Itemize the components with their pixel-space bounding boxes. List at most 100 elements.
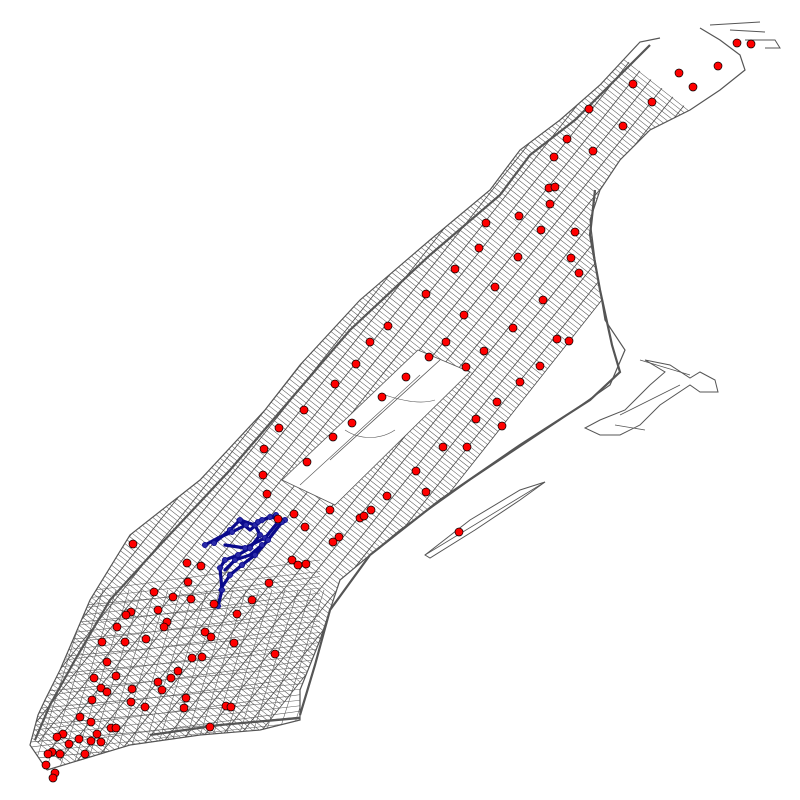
roosevelt-island <box>424 481 546 559</box>
route-node <box>258 517 265 524</box>
station-marker <box>157 685 167 695</box>
avenue <box>59 53 619 761</box>
station-marker <box>328 537 338 547</box>
station-marker <box>490 282 500 292</box>
station-marker <box>48 773 58 783</box>
station-marker <box>74 734 84 744</box>
downtown-street <box>30 642 321 683</box>
station-marker <box>450 264 460 274</box>
station-marker <box>153 605 163 615</box>
station-marker <box>89 673 99 683</box>
station-marker <box>421 289 431 299</box>
station-marker <box>438 442 448 452</box>
station-marker <box>111 723 121 733</box>
downtown-street <box>30 648 321 678</box>
station-marker <box>120 637 130 647</box>
downtown-street <box>30 691 321 733</box>
cross-street <box>30 663 178 770</box>
downtown-street <box>30 637 321 672</box>
cross-street <box>483 28 704 172</box>
route-node <box>264 537 271 544</box>
station-marker <box>461 362 471 372</box>
station-marker <box>299 405 309 415</box>
cross-street <box>478 28 699 178</box>
downtown-street <box>133 589 195 770</box>
station-marker <box>462 442 472 452</box>
route-node <box>216 565 223 572</box>
station-marker <box>424 352 434 362</box>
station-marker <box>441 337 451 347</box>
downtown-street <box>30 703 321 738</box>
station-marker <box>86 736 96 746</box>
station-marker <box>141 634 151 644</box>
station-marker <box>566 253 576 263</box>
station-marker <box>550 182 560 192</box>
station-marker <box>334 532 344 542</box>
station-marker <box>259 444 269 454</box>
station-marker <box>674 68 684 78</box>
central-park <box>281 349 471 506</box>
cross-street <box>501 28 723 149</box>
station-marker <box>471 414 481 424</box>
downtown-street <box>30 670 321 705</box>
station-marker <box>121 610 131 620</box>
station-marker <box>302 457 312 467</box>
route-node <box>256 532 263 539</box>
downtown-street <box>30 625 321 667</box>
station-marker <box>43 749 53 759</box>
station-marker <box>86 717 96 727</box>
avenue <box>114 96 674 770</box>
station-marker <box>330 379 340 389</box>
station-marker <box>102 657 112 667</box>
station-marker <box>270 649 280 659</box>
shoreline <box>29 27 746 771</box>
route-node <box>231 557 238 564</box>
station-marker <box>647 97 657 107</box>
station-marker <box>618 121 628 131</box>
station-marker <box>140 702 150 712</box>
avenue <box>158 131 718 770</box>
station-marker <box>289 509 299 519</box>
station-marker <box>713 61 723 71</box>
station-marker <box>479 346 489 356</box>
station-marker <box>264 578 274 588</box>
station-marker <box>535 361 545 371</box>
station-marker <box>247 595 257 605</box>
station-marker <box>187 653 197 663</box>
station-marker <box>232 609 242 619</box>
station-marker <box>102 687 112 697</box>
downtown-street <box>30 675 321 716</box>
station-marker <box>538 295 548 305</box>
station-marker <box>96 683 106 693</box>
station-marker <box>359 511 369 521</box>
station-marker <box>382 491 392 501</box>
randalls-island <box>583 359 719 436</box>
cross-street <box>30 636 199 770</box>
station-marker <box>258 470 268 480</box>
station-marker <box>536 225 546 235</box>
station-marker <box>514 211 524 221</box>
station-marker <box>273 514 283 524</box>
station-marker <box>574 268 584 278</box>
station-marker <box>300 522 310 532</box>
station-marker <box>588 146 598 156</box>
station-marker <box>732 38 742 48</box>
station-marker <box>197 652 207 662</box>
station-marker <box>628 79 638 89</box>
station-marker <box>515 377 525 387</box>
cross-street <box>473 28 694 185</box>
station-marker <box>492 397 502 407</box>
station-marker <box>87 695 97 705</box>
station-marker <box>325 505 335 515</box>
station-marker <box>229 638 239 648</box>
cross-streets <box>30 28 728 770</box>
station-marker <box>549 152 559 162</box>
cross-street <box>470 28 691 188</box>
avenue <box>48 44 608 752</box>
cross-street <box>488 28 710 165</box>
station-marker <box>688 82 698 92</box>
station-marker <box>552 334 562 344</box>
station-marker <box>411 466 421 476</box>
route-node <box>226 572 233 579</box>
